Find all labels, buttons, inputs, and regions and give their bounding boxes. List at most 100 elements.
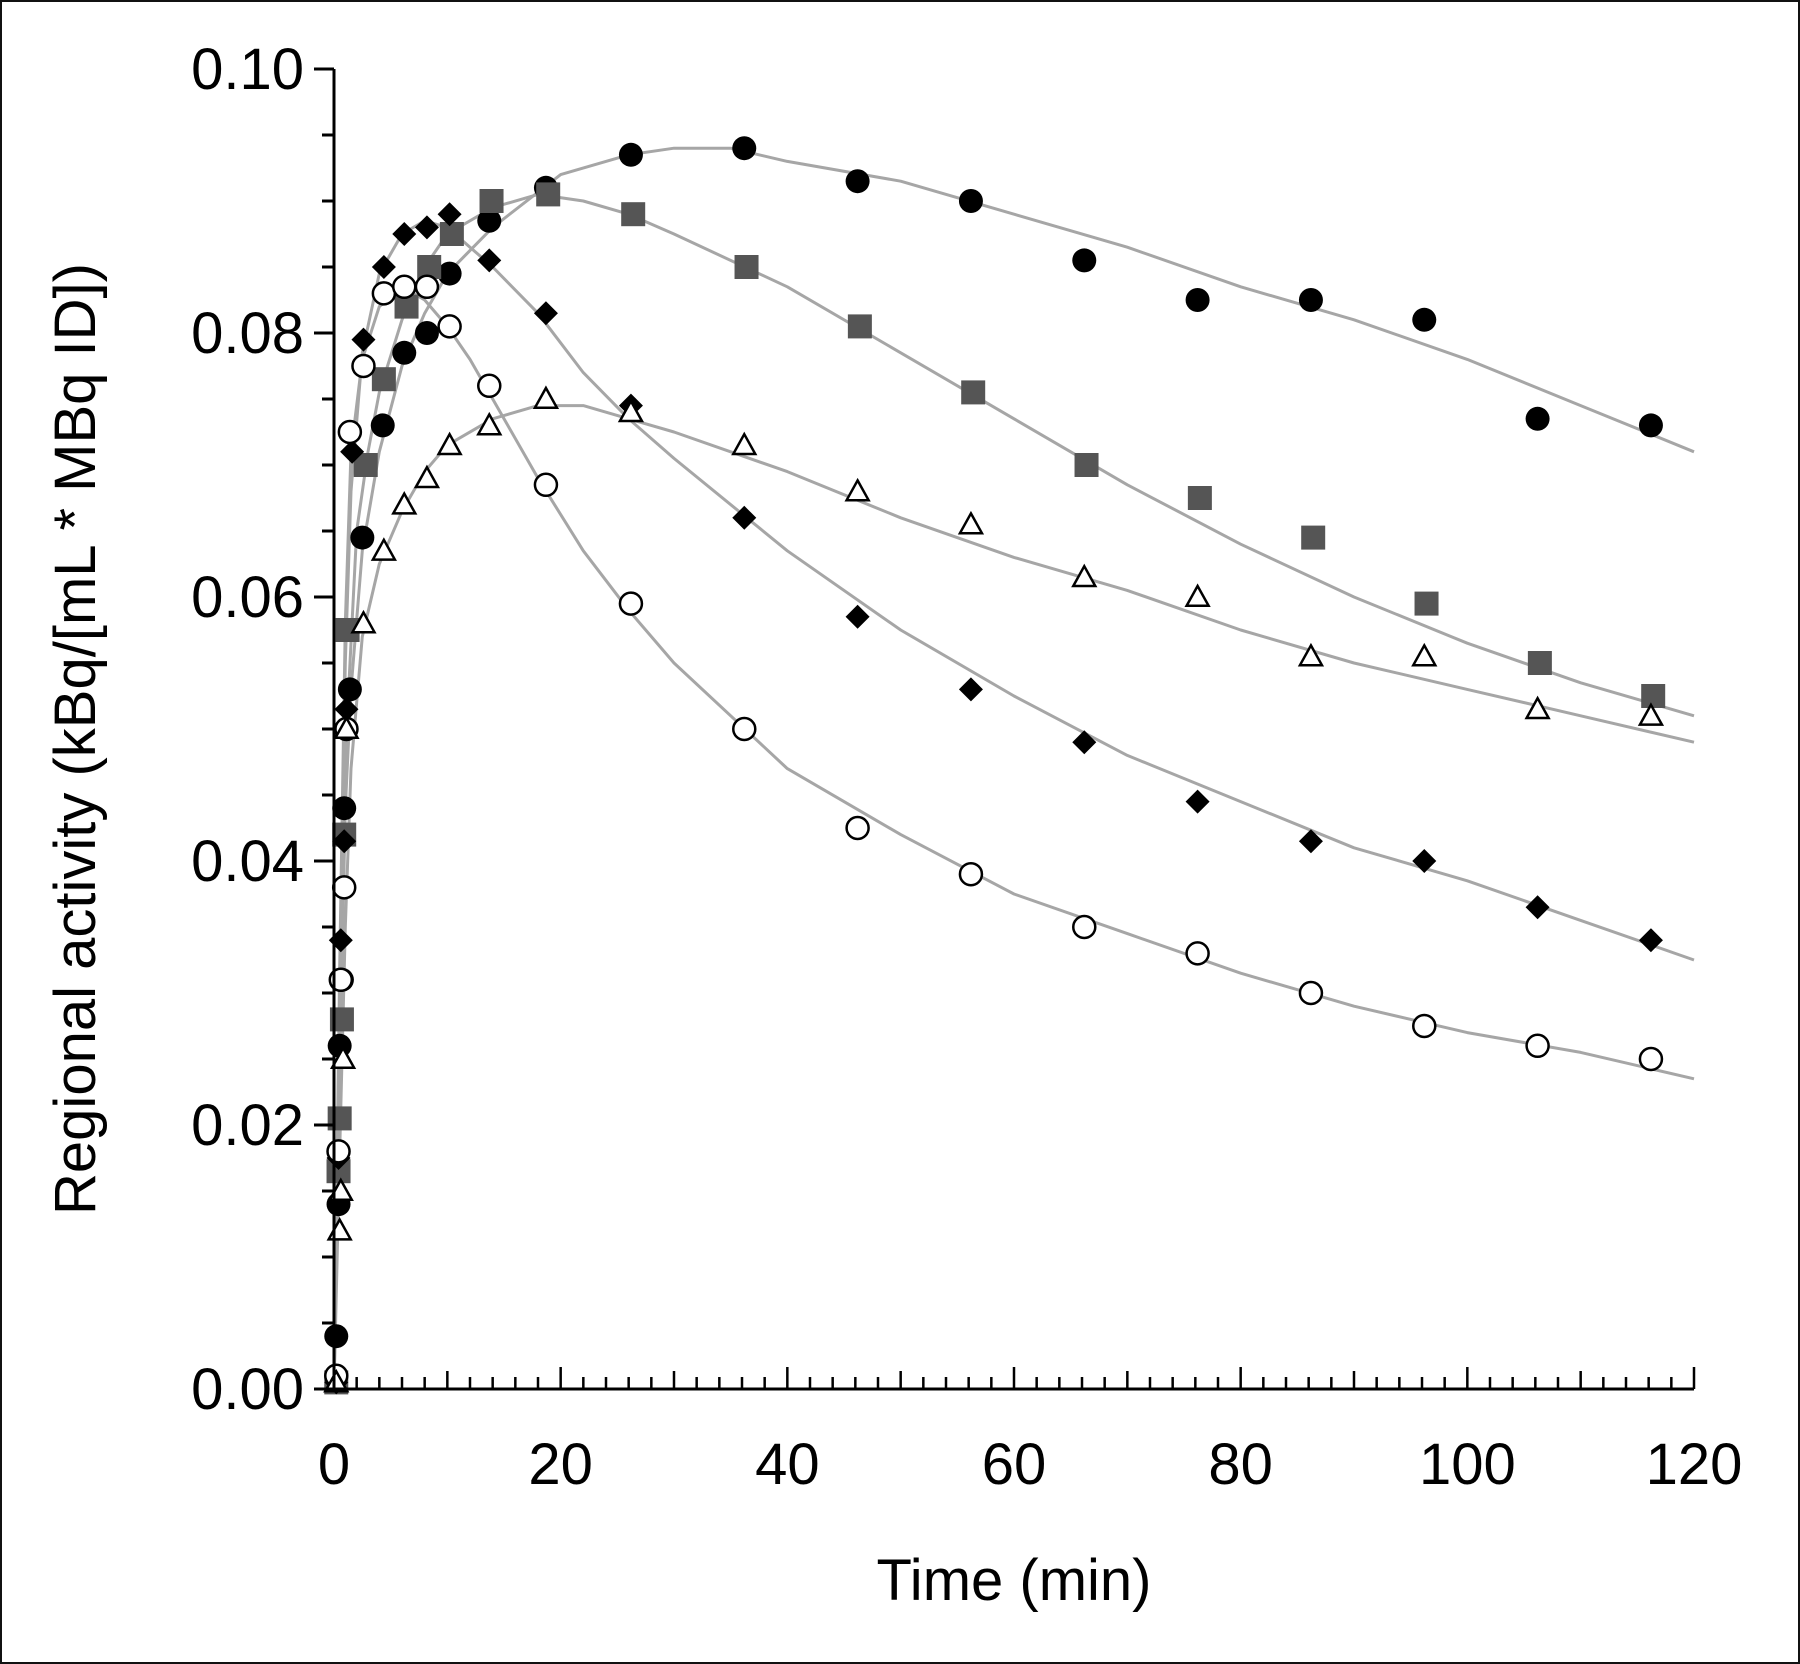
open-circle-point [371,281,397,306]
x-tick-label: 120 [1646,1432,1743,1497]
filled-circle-point [337,677,362,702]
filled-circle-point [350,525,375,550]
filled-diamond-point [414,215,439,240]
filled-square-point [1301,525,1326,550]
open-circle-point [351,353,376,379]
filled-diamond-point [1072,730,1097,755]
open-triangle-point [350,609,377,634]
open-triangle-point [1184,583,1211,608]
open-triangle-point [1297,642,1325,667]
y-tick-label: 0.02 [191,1093,304,1158]
filled-circle-point [1185,288,1210,312]
y-tick-label: 0.08 [191,301,304,366]
x-tick-label: 20 [528,1432,593,1497]
series-filled-diamond [324,202,1663,1395]
open-circle-point [326,1139,351,1164]
fit-line-filled-circle [332,146,1695,1390]
fit-lines [332,146,1695,1390]
series-filled-square [324,182,1666,1395]
open-triangle-point [844,477,871,502]
series-open-circle [324,274,1664,1389]
filled-diamond-point [334,697,359,722]
filled-circle-point [1525,406,1550,431]
filled-diamond-point [1185,789,1210,814]
y-tick-label: 0.00 [191,1357,304,1422]
filled-square-point [479,189,504,213]
filled-circle-point [324,1324,349,1349]
fit-line-open-triangle [332,404,1695,1390]
y-tick-label: 0.06 [191,565,304,630]
open-triangle-point [391,491,418,515]
filled-circle-point [618,142,643,167]
filled-circle-point [477,208,502,233]
filled-diamond-point [1525,895,1550,920]
filled-diamond-point [1638,928,1663,953]
open-circle-point [437,314,462,339]
filled-square-point [536,182,561,207]
fit-line-filled-diamond [332,219,1695,1390]
filled-circle-point [414,321,439,345]
open-circle-point [533,472,559,498]
filled-diamond-point [332,829,357,854]
fit-line-filled-square [332,192,1695,1390]
series-open-triangle [323,385,1665,1393]
filled-circle-point [370,413,395,438]
filled-diamond-point [392,222,417,246]
filled-diamond-point [732,505,757,530]
filled-square-point [1527,651,1552,675]
open-triangle-point [1524,695,1551,720]
open-triangle-point [476,411,503,436]
filled-square-point [1414,591,1439,616]
filled-diamond-point [340,439,365,464]
y-tick-label: 0.04 [191,829,304,894]
filled-diamond-point [845,604,870,629]
filled-circle-point [392,340,417,365]
filled-diamond-point [533,301,558,326]
x-axis-ticks: 0 20 40 60 80 100 120 [318,1367,1743,1497]
open-triangle-point [329,1045,357,1070]
x-tick-label: 60 [982,1432,1047,1497]
open-circle-point [618,591,644,616]
x-tick-label: 100 [1419,1432,1516,1497]
filled-diamond-point [1412,849,1437,873]
open-circle-point [337,419,363,445]
x-axis-title: Time (min) [877,1548,1152,1613]
y-axis-ticks: 0.00 0.02 0.04 0.06 0.08 0.10 [191,37,334,1422]
filled-diamond-point [437,202,462,227]
open-triangle-point [532,385,560,410]
filled-diamond-point [958,677,983,702]
filled-diamond-point [1298,829,1323,854]
open-circle-point [392,274,417,300]
filled-square-point [1187,486,1212,510]
filled-square-point [734,255,759,279]
filled-circle-point [1072,248,1097,273]
open-circle-point [414,274,440,300]
filled-circle-point [845,169,870,194]
y-axis-title: Regional activity (kBq/[mL * MBq ID]) [43,263,108,1215]
open-circle-point [477,373,502,399]
open-circle-point [1072,914,1097,940]
open-circle-point [1412,1013,1437,1039]
fit-line-open-circle [332,285,1695,1390]
filled-square-point [1074,453,1099,477]
open-triangle-point [957,510,985,535]
filled-circle-point [1638,413,1663,438]
filled-square-point [327,1106,352,1131]
open-triangle-point [617,398,645,423]
open-triangle-point [413,464,441,489]
x-tick-label: 40 [755,1432,820,1497]
filled-circle-point [1298,288,1323,312]
open-triangle-point [333,715,360,740]
axes: 0.00 0.02 0.04 0.06 0.08 0.10 0 20 40 60 80 100 120 [191,37,1742,1497]
filled-circle-point [1412,307,1437,332]
filled-square-point [847,314,872,339]
open-circle-point [1185,941,1210,966]
filled-circle-point [958,189,983,213]
series-filled-circle [324,136,1663,1349]
open-triangle-point [436,431,463,456]
open-circle-point [1638,1046,1664,1072]
open-triangle-point [1071,563,1098,588]
filled-square-point [371,367,396,392]
open-circle-point [958,861,984,887]
